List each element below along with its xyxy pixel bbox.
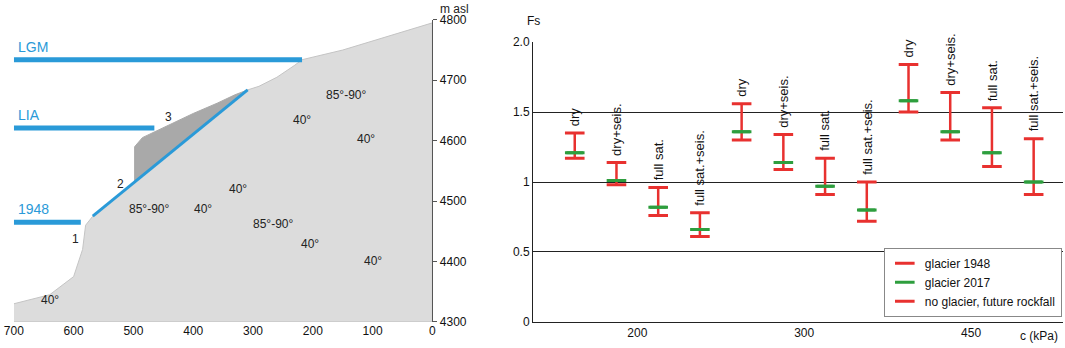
svg-text:700: 700 bbox=[4, 324, 24, 338]
svg-text:no glacier, future rockfall: no glacier, future rockfall bbox=[925, 295, 1055, 309]
svg-text:40°: 40° bbox=[194, 202, 212, 216]
svg-text:full sat.: full sat. bbox=[985, 60, 1000, 101]
svg-text:40°: 40° bbox=[229, 182, 247, 196]
svg-text:Fs: Fs bbox=[527, 14, 540, 28]
svg-text:0.5: 0.5 bbox=[513, 245, 530, 259]
svg-text:dry+seis.: dry+seis. bbox=[943, 33, 958, 85]
svg-text:300: 300 bbox=[243, 324, 263, 338]
svg-text:2.0: 2.0 bbox=[513, 35, 530, 49]
svg-text:full sat.+seis.: full sat.+seis. bbox=[1026, 56, 1041, 132]
svg-text:1948: 1948 bbox=[18, 201, 49, 217]
svg-text:4500: 4500 bbox=[440, 194, 467, 208]
svg-text:c (kPa): c (kPa) bbox=[1020, 329, 1058, 343]
svg-text:85°-90°: 85°-90° bbox=[253, 217, 293, 231]
svg-text:full sat.: full sat. bbox=[651, 139, 666, 180]
svg-text:40°: 40° bbox=[364, 254, 382, 268]
svg-text:40°: 40° bbox=[293, 113, 311, 127]
svg-text:85°-90°: 85°-90° bbox=[129, 202, 169, 216]
svg-text:600: 600 bbox=[64, 324, 84, 338]
svg-text:full sat.: full sat. bbox=[817, 110, 832, 151]
svg-text:dry+seis.: dry+seis. bbox=[609, 103, 624, 155]
svg-text:4600: 4600 bbox=[440, 134, 467, 148]
svg-text:glacier 2017: glacier 2017 bbox=[925, 276, 991, 290]
svg-text:full sat.+seis.: full sat.+seis. bbox=[692, 130, 707, 206]
svg-text:1: 1 bbox=[523, 175, 530, 189]
svg-text:450: 450 bbox=[961, 326, 981, 340]
svg-text:dry+seis.: dry+seis. bbox=[776, 75, 791, 127]
svg-text:200: 200 bbox=[627, 326, 647, 340]
svg-text:100: 100 bbox=[363, 324, 383, 338]
svg-text:4300: 4300 bbox=[440, 315, 467, 329]
svg-text:2: 2 bbox=[117, 177, 124, 191]
svg-text:500: 500 bbox=[123, 324, 143, 338]
svg-text:4800: 4800 bbox=[440, 13, 467, 27]
svg-text:dry: dry bbox=[734, 78, 749, 97]
svg-text:200: 200 bbox=[303, 324, 323, 338]
svg-text:3: 3 bbox=[165, 110, 172, 124]
svg-text:85°-90°: 85°-90° bbox=[326, 88, 366, 102]
svg-text:0: 0 bbox=[429, 324, 436, 338]
svg-text:0: 0 bbox=[523, 315, 530, 329]
svg-text:400: 400 bbox=[183, 324, 203, 338]
svg-text:dry: dry bbox=[901, 39, 916, 58]
svg-text:300: 300 bbox=[794, 326, 814, 340]
svg-text:dry: dry bbox=[567, 108, 582, 127]
svg-text:m asl: m asl bbox=[440, 2, 469, 16]
svg-text:glacier 1948: glacier 1948 bbox=[925, 257, 991, 271]
svg-text:40°: 40° bbox=[301, 237, 319, 251]
svg-text:4700: 4700 bbox=[440, 73, 467, 87]
svg-text:4400: 4400 bbox=[440, 255, 467, 269]
svg-text:LGM: LGM bbox=[18, 39, 48, 55]
svg-text:40°: 40° bbox=[357, 132, 375, 146]
svg-text:40°: 40° bbox=[41, 293, 59, 307]
svg-text:1: 1 bbox=[72, 232, 79, 246]
svg-text:1.5: 1.5 bbox=[513, 105, 530, 119]
svg-text:LIA: LIA bbox=[18, 107, 40, 123]
svg-text:full sat.+seis.: full sat.+seis. bbox=[860, 99, 875, 175]
